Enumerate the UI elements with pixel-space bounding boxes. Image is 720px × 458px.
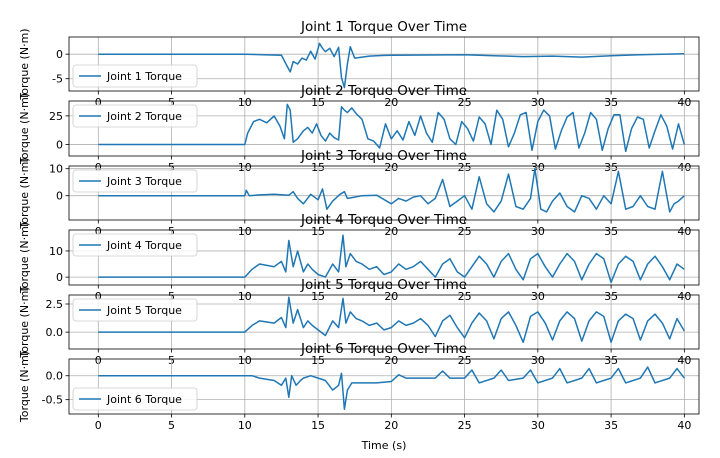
y-tick-label: 0.0 (46, 326, 64, 339)
subplot-title: Joint 1 Torque Over Time (300, 19, 467, 35)
legend-box (72, 169, 198, 193)
y-axis-label: Torque (N·m) (18, 157, 31, 229)
legend-box (72, 233, 198, 257)
y-tick-label: 2.5 (46, 298, 64, 311)
y-tick-label: 10 (49, 163, 63, 176)
axes-frame (68, 229, 700, 286)
subplot-title: Joint 5 Torque Over Time (300, 277, 467, 293)
axes-frame (68, 165, 700, 221)
y-axis-label: Torque (N·m) (18, 222, 31, 294)
series-line (98, 167, 685, 213)
y-axis-label: Torque (N·m) (18, 351, 31, 423)
axes-frame (68, 358, 700, 415)
x-tick-label: 35 (604, 419, 618, 432)
x-tick-label: 0 (95, 419, 102, 432)
x-tick-label: 30 (531, 419, 545, 432)
subplot-title: Joint 6 Torque Over Time (300, 341, 467, 357)
subplot-title: Joint 2 Torque Over Time (300, 83, 467, 99)
y-tick-label: 0 (56, 271, 63, 284)
y-tick-label: 0.0 (46, 370, 64, 383)
legend-box (72, 298, 198, 322)
legend-label: Joint 5 Torque (106, 304, 182, 317)
y-tick-label: 0 (56, 48, 63, 61)
x-tick-label: 15 (311, 419, 325, 432)
series-line (98, 234, 685, 284)
axes-frame (68, 36, 700, 92)
y-tick-label: -0.5 (42, 394, 63, 407)
y-axis-label: Torque (N·m) (18, 28, 31, 100)
legend-label: Joint 3 Torque (106, 175, 182, 188)
legend: Joint 3 Torque (72, 169, 198, 193)
legend: Joint 1 Torque (72, 64, 198, 88)
series-line (98, 366, 685, 410)
subplot-6: 0.0 -0.5 0 5 10 15 20 25 30 35 40 Joint 6 Torque Ov… (18, 341, 700, 452)
series-line (98, 103, 686, 153)
x-tick-label: 5 (168, 419, 175, 432)
y-tick-label: 0 (56, 139, 63, 152)
x-tick-label: 40 (677, 419, 691, 432)
x-tick-label: 20 (384, 419, 398, 432)
legend-label: Joint 4 Torque (106, 239, 182, 252)
x-tick-label: 10 (238, 419, 252, 432)
y-tick-label: 25 (49, 110, 63, 123)
y-tick-label: -5 (52, 73, 63, 86)
subplot-title: Joint 4 Torque Over Time (300, 212, 467, 228)
legend: Joint 6 Torque (72, 387, 198, 411)
subplot-title: Joint 3 Torque Over Time (300, 148, 467, 164)
y-axis-label: Torque (N·m) (18, 286, 31, 358)
legend-label: Joint 1 Torque (106, 70, 182, 83)
y-tick-label: 0 (56, 190, 63, 203)
y-tick-label: 10 (49, 245, 63, 258)
legend-box (72, 387, 198, 411)
series-line (98, 42, 685, 89)
legend: Joint 5 Torque (72, 298, 198, 322)
legend: Joint 4 Torque (72, 233, 198, 257)
x-tick-label: 25 (458, 419, 472, 432)
legend-label: Joint 6 Torque (106, 393, 182, 406)
x-axis-label: Time (s) (361, 439, 407, 452)
axes-frame (68, 100, 700, 157)
legend-box (72, 104, 198, 128)
series-line (98, 296, 685, 344)
legend-box (72, 64, 198, 88)
legend: Joint 2 Torque (72, 104, 198, 128)
legend-label: Joint 2 Torque (106, 110, 182, 123)
y-axis-label: Torque (N·m) (18, 93, 31, 165)
axes-frame (68, 294, 700, 350)
